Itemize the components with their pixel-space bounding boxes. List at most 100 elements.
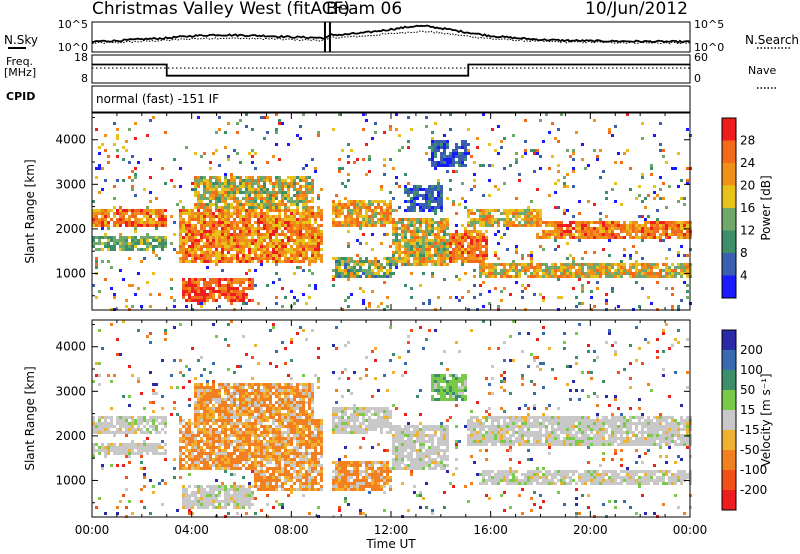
- power-cell: [257, 221, 260, 224]
- velocity-cell: [221, 458, 224, 461]
- power-cell: [215, 236, 218, 239]
- power-cell: [413, 233, 416, 236]
- power-cell: [524, 221, 527, 224]
- power-cell: [332, 269, 335, 272]
- power-cell: [407, 116, 410, 119]
- power-cell: [686, 230, 689, 233]
- power-cell: [152, 116, 155, 119]
- power-cell: [473, 173, 476, 176]
- power-cell: [122, 179, 125, 182]
- velocity-cell: [233, 431, 236, 434]
- power-cell: [221, 218, 224, 221]
- power-cell: [125, 140, 128, 143]
- power-cell: [662, 275, 665, 278]
- power-cell: [497, 221, 500, 224]
- power-cell: [548, 233, 551, 236]
- power-cell: [380, 188, 383, 191]
- power-cell: [188, 218, 191, 221]
- power-cell: [134, 122, 137, 125]
- velocity-cell: [215, 401, 218, 404]
- power-cell: [254, 200, 257, 203]
- power-cell: [506, 263, 509, 266]
- velocity-cell: [185, 497, 188, 500]
- power-cell: [551, 275, 554, 278]
- velocity-cell: [257, 413, 260, 416]
- power-cell: [449, 152, 452, 155]
- velocity-cell: [218, 437, 221, 440]
- power-cell: [224, 212, 227, 215]
- power-cell: [473, 242, 476, 245]
- power-cell: [500, 290, 503, 293]
- power-cell: [458, 239, 461, 242]
- power-cell: [353, 206, 356, 209]
- power-cell: [611, 188, 614, 191]
- velocity-cell: [209, 392, 212, 395]
- velocity-cell: [239, 497, 242, 500]
- power-cell: [245, 212, 248, 215]
- velocity-cell: [143, 443, 146, 446]
- power-cell: [392, 230, 395, 233]
- power-cell: [305, 230, 308, 233]
- power-cell: [272, 200, 275, 203]
- velocity-cell: [248, 404, 251, 407]
- power-cell: [470, 245, 473, 248]
- power-cell: [224, 296, 227, 299]
- velocity-cell: [92, 380, 95, 383]
- power-cell: [473, 275, 476, 278]
- power-cell: [656, 236, 659, 239]
- power-cell: [665, 233, 668, 236]
- power-cell: [407, 254, 410, 257]
- power-cell: [431, 200, 434, 203]
- power-cell: [113, 215, 116, 218]
- power-cell: [269, 215, 272, 218]
- velocity-cell: [257, 488, 260, 491]
- power-cell: [443, 134, 446, 137]
- velocity-cell: [242, 335, 245, 338]
- power-cell: [146, 242, 149, 245]
- power-cell: [488, 290, 491, 293]
- power-cell: [278, 182, 281, 185]
- velocity-cell: [98, 362, 101, 365]
- velocity-cell: [200, 386, 203, 389]
- power-cell: [389, 218, 392, 221]
- power-cell: [134, 236, 137, 239]
- power-cell: [182, 281, 185, 284]
- power-cell: [653, 221, 656, 224]
- velocity-cell: [221, 410, 224, 413]
- power-cell: [260, 251, 263, 254]
- power-cell: [101, 167, 104, 170]
- power-cell: [95, 209, 98, 212]
- power-cell: [149, 191, 152, 194]
- power-cell: [389, 158, 392, 161]
- power-cell: [659, 224, 662, 227]
- velocity-cell: [227, 410, 230, 413]
- power-cell: [272, 251, 275, 254]
- power-cell: [515, 263, 518, 266]
- power-cell: [590, 227, 593, 230]
- power-cell: [260, 209, 263, 212]
- power-cell: [242, 185, 245, 188]
- power-cell: [593, 233, 596, 236]
- velocity-cell: [230, 464, 233, 467]
- power-cell: [671, 167, 674, 170]
- power-cell: [593, 263, 596, 266]
- power-cell: [575, 227, 578, 230]
- velocity-cell: [230, 419, 233, 422]
- velocity-cell: [206, 416, 209, 419]
- power-cell: [401, 257, 404, 260]
- velocity-cell: [239, 365, 242, 368]
- power-cell: [401, 224, 404, 227]
- power-cell: [140, 224, 143, 227]
- velocity-cell: [242, 434, 245, 437]
- velocity-cell: [194, 494, 197, 497]
- power-cell: [674, 272, 677, 275]
- power-cell: [668, 185, 671, 188]
- velocity-cell: [98, 422, 101, 425]
- velocity-cell: [215, 458, 218, 461]
- velocity-cell: [254, 446, 257, 449]
- power-cell: [206, 260, 209, 263]
- power-cell: [404, 251, 407, 254]
- velocity-cell: [245, 497, 248, 500]
- power-cell: [206, 257, 209, 260]
- power-cell: [455, 146, 458, 149]
